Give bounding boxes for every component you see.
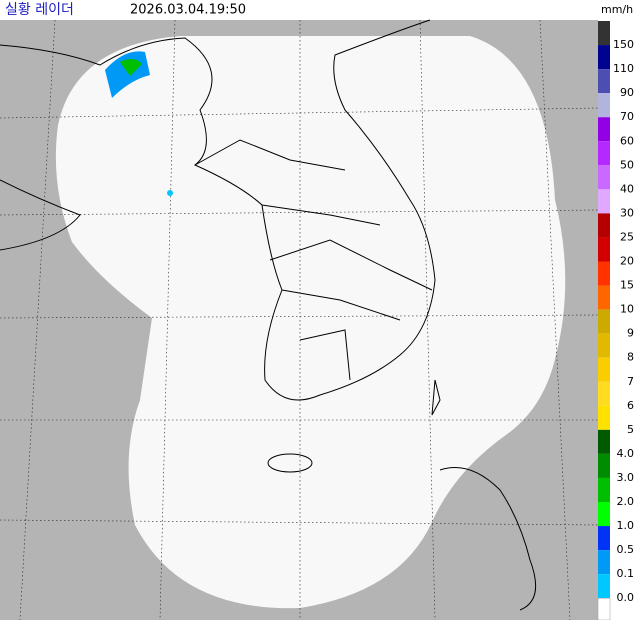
map (0, 19, 599, 620)
legend-label: 0.1 (617, 567, 635, 580)
legend-label: 0.0 (617, 591, 635, 604)
legend-label: 9 (627, 327, 634, 340)
legend-label: 1.0 (617, 519, 635, 532)
legend-swatch (598, 237, 610, 262)
legend-label: 3.0 (617, 471, 635, 484)
legend-label: 2.0 (617, 495, 635, 508)
legend-swatch (598, 21, 610, 46)
legend-swatch (598, 117, 610, 142)
legend-label: 40 (620, 182, 634, 195)
legend-label: 0.5 (617, 543, 635, 556)
legend-label: 50 (620, 158, 634, 171)
legend-label: 110 (613, 62, 634, 75)
legend-swatch (598, 574, 610, 599)
legend-label: 5 (627, 423, 634, 436)
unit: mm/h (601, 3, 633, 16)
legend-label: 8 (627, 351, 634, 364)
legend-label: 90 (620, 86, 634, 99)
legend-label: 20 (620, 255, 634, 268)
legend-swatch (598, 261, 610, 286)
rain-echo (105, 51, 173, 196)
legend-swatch (598, 285, 610, 310)
legend-label: 7 (627, 375, 634, 388)
legend-swatch (597, 597, 611, 620)
legend-swatch (598, 309, 610, 334)
legend-swatch (598, 93, 610, 118)
legend-label: 6 (627, 399, 634, 412)
legend-swatch (598, 381, 610, 406)
legend-swatch (598, 429, 610, 454)
legend-swatch (598, 165, 610, 190)
legend-label: 150 (613, 38, 634, 51)
legend-swatch (598, 69, 610, 94)
legend-swatch (598, 357, 610, 382)
legend-label: 25 (620, 230, 634, 243)
legend-swatch (598, 453, 610, 478)
legend-label: 4.0 (617, 447, 635, 460)
legend-label: 60 (620, 134, 634, 147)
legend-swatch (598, 213, 610, 238)
legend-swatch (598, 550, 610, 575)
legend-swatch (598, 477, 610, 502)
legend-label: 10 (620, 303, 634, 316)
legend-swatch (598, 526, 610, 551)
legend-swatch (598, 45, 610, 70)
legend-swatch (598, 502, 610, 527)
legend-label: 15 (620, 279, 634, 292)
legend: 150 110 90 70 60 50 40 30 25 20 15 10 9 8 7 6 5 4.0 3.0 2.0… (597, 21, 635, 620)
timestamp: 2026.03.04.19:50 (130, 3, 246, 18)
legend-label: 30 (620, 206, 634, 219)
legend-swatch (598, 189, 610, 214)
legend-label: 70 (620, 110, 634, 123)
legend-swatch (598, 405, 610, 430)
legend-swatch (598, 333, 610, 358)
legend-swatch (598, 141, 610, 166)
title: 실황 레이더 (5, 2, 74, 18)
